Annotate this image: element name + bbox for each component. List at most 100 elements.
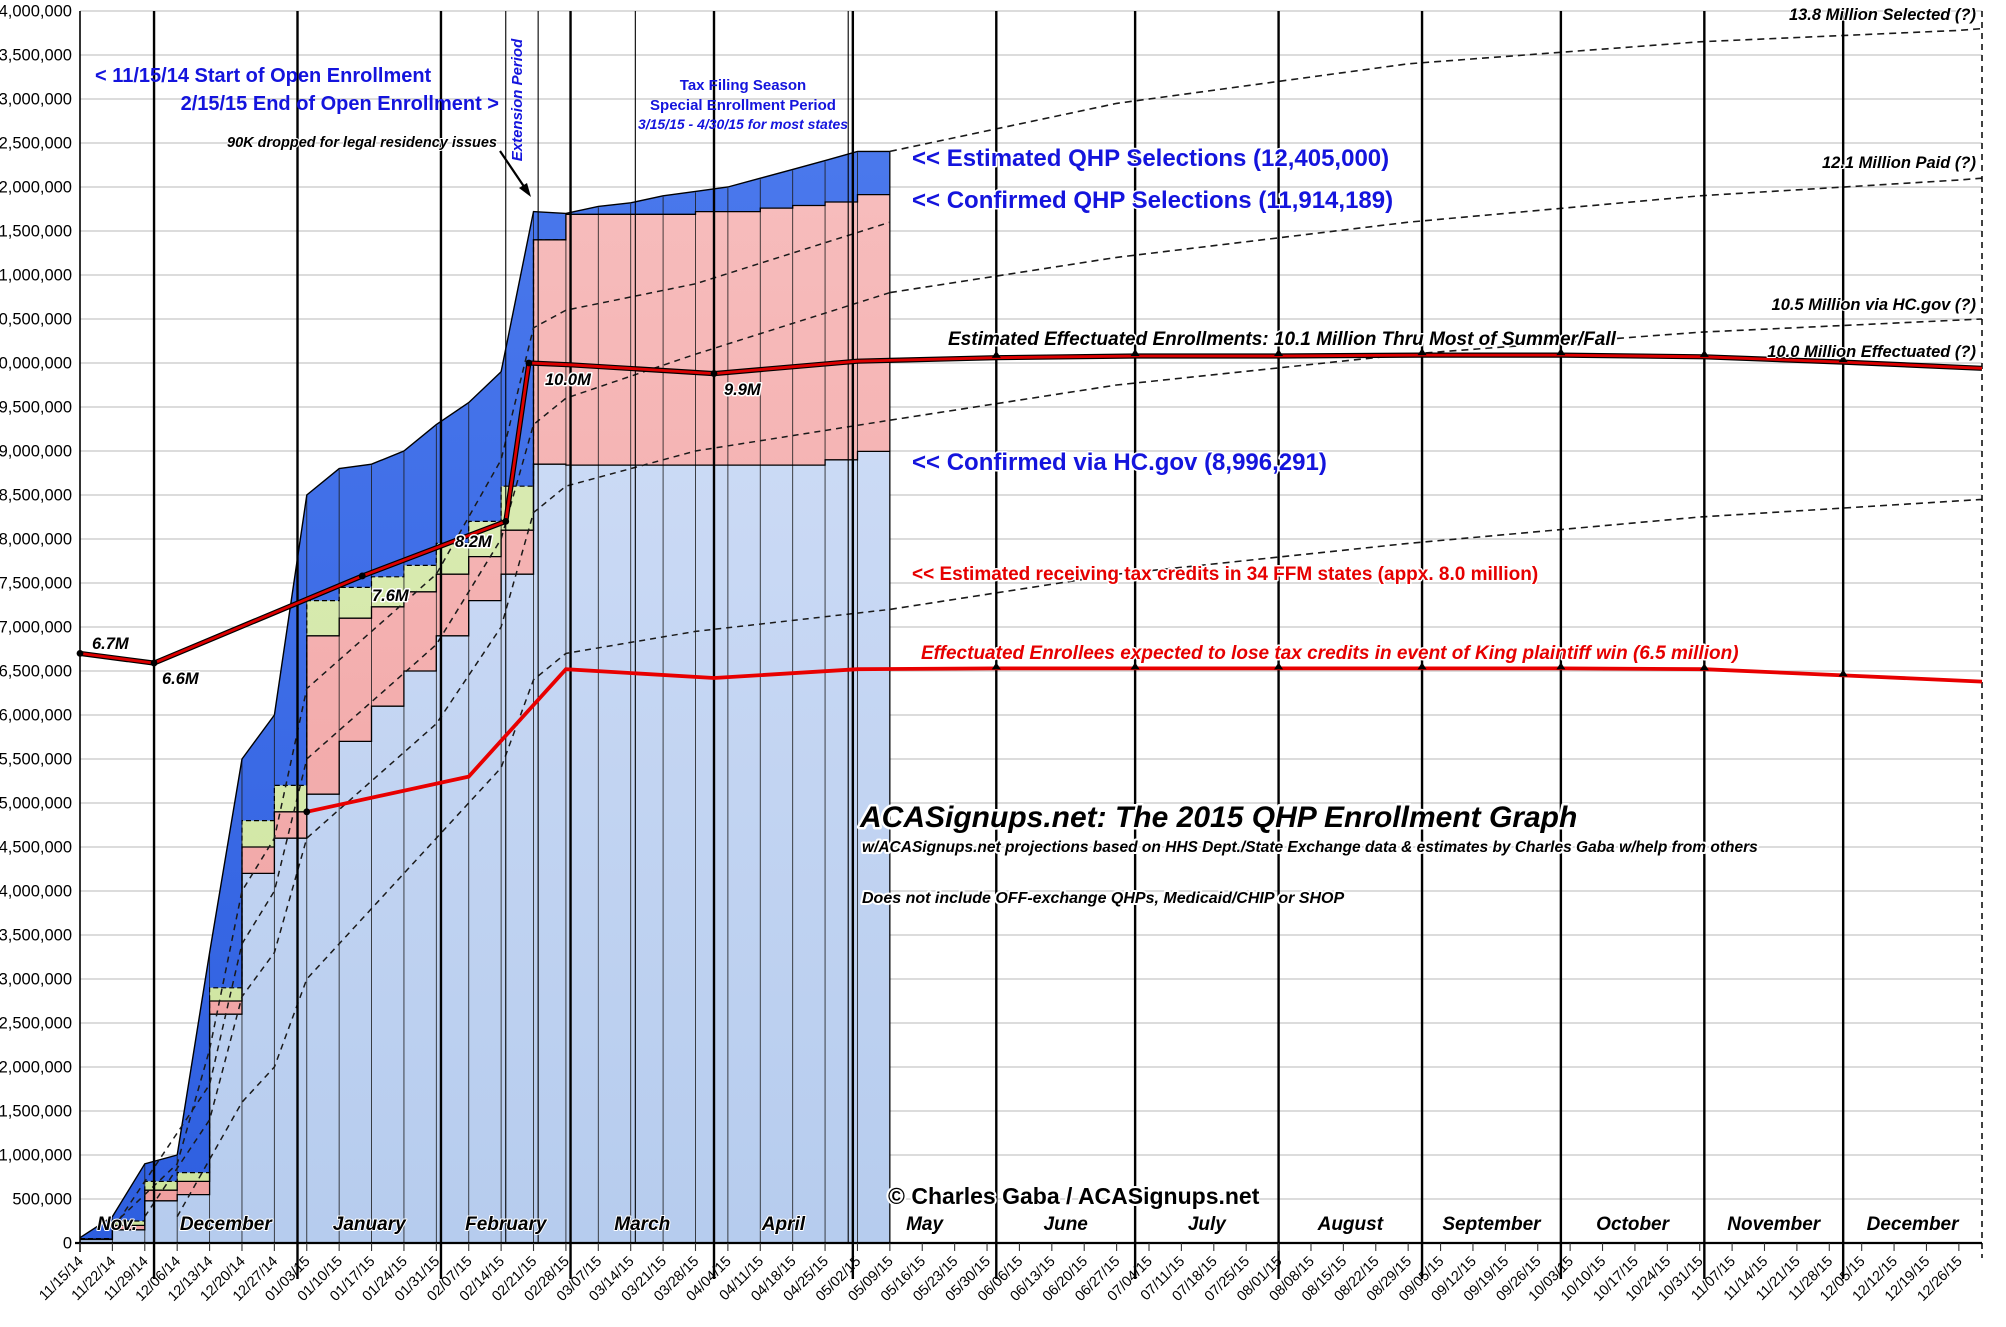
y-tick-label: 2,000,000 — [0, 1059, 72, 1077]
label-9-9M: 9.9M — [724, 381, 762, 399]
effectuated-line — [79, 353, 1983, 665]
month-label: February — [465, 1214, 548, 1235]
king-marker — [991, 662, 1001, 670]
y-tick-label: 12,500,000 — [0, 135, 72, 153]
edge-estimated — [79, 150, 890, 1239]
y-tick-label: 8,500,000 — [0, 487, 72, 505]
month-label: December — [1867, 1214, 1960, 1235]
proj-paid-label: 12.1 Million Paid (?) — [1822, 154, 1977, 172]
label-8-2M: 8.2M — [455, 533, 493, 551]
projection-dashed-0 — [889, 27, 1983, 153]
dropped-note: 90K dropped for legal residency issues — [227, 135, 497, 151]
y-tick-label: 12,000,000 — [0, 179, 72, 197]
y-tick-label: 9,000,000 — [0, 443, 72, 461]
label-6-6M: 6.6M — [162, 670, 200, 688]
y-tick-label: 4,000,000 — [0, 883, 72, 901]
effectuated-dot — [76, 650, 84, 657]
sep-note-line3: 3/15/15 - 4/30/15 for most states — [638, 116, 848, 132]
y-tick-label: 0 — [63, 1235, 72, 1253]
effectuated-dot — [502, 518, 510, 525]
proj-effectuated-label: 10.0 Million Effectuated (?) — [1767, 343, 1976, 361]
y-tick-label: 13,000,000 — [0, 91, 72, 109]
end-open-enrollment-note: 2/15/15 End of Open Enrollment > — [181, 93, 499, 115]
effectuated-marker — [1699, 349, 1709, 357]
y-tick-label: 3,000,000 — [0, 971, 72, 989]
chart-subtitle: w/ACASignups.net projections based on HH… — [862, 839, 1758, 856]
king-marker — [1556, 662, 1566, 670]
confirmed-hcgov-label: << Confirmed via HC.gov (8,996,291) — [912, 449, 1327, 476]
y-tick-label: 14,000,000 — [0, 3, 72, 21]
y-tick-label: 7,000,000 — [0, 619, 72, 637]
proj-selected-label: 13.8 Million Selected (?) — [1789, 6, 1977, 24]
effectuated-dot — [358, 572, 366, 580]
month-label: March — [614, 1214, 670, 1235]
chart-title: ACASignups.net: The 2015 QHP Enrollment … — [859, 801, 1577, 834]
effectuated-marker — [1274, 348, 1284, 356]
effectuated-marker — [1130, 348, 1140, 356]
king-marker — [1130, 662, 1140, 670]
month-label: November — [1727, 1214, 1822, 1235]
y-tick-label: 3,500,000 — [0, 927, 72, 945]
y-tick-label: 4,500,000 — [0, 839, 72, 857]
y-tick-label: 500,000 — [12, 1191, 72, 1209]
label-6-7M: 6.7M — [92, 635, 130, 653]
history-dashed-3 — [176, 608, 890, 1217]
y-tick-label: 11,000,000 — [0, 267, 72, 285]
y-tick-label: 2,500,000 — [0, 1015, 72, 1033]
effectuated-marker — [1838, 355, 1848, 363]
y-tick-label: 9,500,000 — [0, 399, 72, 417]
start-open-enrollment-note: < 11/15/14 Start of Open Enrollment — [95, 65, 432, 87]
month-label: October — [1596, 1214, 1670, 1235]
label-7-6M: 7.6M — [372, 587, 410, 605]
effectuated-dot — [150, 659, 158, 667]
king-marker — [1838, 669, 1848, 677]
effectuated-marker — [1417, 348, 1427, 356]
month-label: April — [761, 1214, 806, 1235]
effectuated-marker — [991, 350, 1001, 358]
estimated-qhp-label: << Estimated QHP Selections (12,405,000) — [912, 145, 1389, 172]
month-label: May — [906, 1214, 944, 1235]
edge-reported-dashed — [80, 239, 566, 1240]
month-label: January — [333, 1214, 407, 1235]
confirmed-qhp-label: << Confirmed QHP Selections (11,914,189) — [912, 187, 1393, 214]
label-10-0M: 10.0M — [545, 371, 592, 389]
month-label: June — [1044, 1214, 1089, 1235]
effectuated-marker — [1556, 348, 1566, 356]
chart-disclaimer: Does not include OFF-exchange QHPs, Medi… — [862, 890, 1344, 907]
y-tick-label: 10,000,000 — [0, 355, 72, 373]
king-marker — [1274, 662, 1284, 670]
dropped-arrow — [499, 150, 528, 192]
projection-dashed-3 — [889, 498, 1983, 611]
tax-credits-label: << Estimated receiving tax credits in 34… — [912, 564, 1538, 585]
sep-note-line2: Special Enrollment Period — [650, 97, 836, 114]
king-label: Effectuated Enrollees expected to lose t… — [921, 643, 1739, 664]
month-label: July — [1188, 1214, 1227, 1235]
y-tick-label: 6,500,000 — [0, 663, 72, 681]
proj-hcgov-label: 10.5 Million via HC.gov (?) — [1772, 296, 1977, 314]
history-dashed-0 — [111, 221, 891, 1226]
copyright-note: © Charles Gaba / ACASignups.net — [888, 1183, 1260, 1209]
y-tick-label: 7,500,000 — [0, 575, 72, 593]
effectuated-dot — [710, 370, 718, 377]
area-confirmed-qhp — [80, 194, 890, 1240]
y-tick-label: 6,000,000 — [0, 707, 72, 725]
y-tick-label: 5,500,000 — [0, 751, 72, 769]
king-dot — [303, 808, 311, 816]
y-tick-label: 1,500,000 — [0, 1103, 72, 1121]
king-marker — [1417, 662, 1427, 670]
y-tick-label: 8,000,000 — [0, 531, 72, 549]
y-tick-label: 1,000,000 — [0, 1147, 72, 1165]
extension-period-note: Extension Period — [509, 38, 526, 161]
history-dashed-2 — [144, 419, 891, 1218]
month-label: August — [1317, 1214, 1384, 1235]
edge-hcgov — [80, 450, 890, 1241]
month-label: December — [180, 1214, 273, 1235]
y-tick-label: 13,500,000 — [0, 47, 72, 65]
sep-note-line1: Tax Filing Season — [680, 77, 806, 94]
month-label: September — [1442, 1214, 1542, 1235]
y-tick-label: 11,500,000 — [0, 223, 72, 241]
y-tick-label: 5,000,000 — [0, 795, 72, 813]
y-tick-label: 10,500,000 — [0, 311, 72, 329]
